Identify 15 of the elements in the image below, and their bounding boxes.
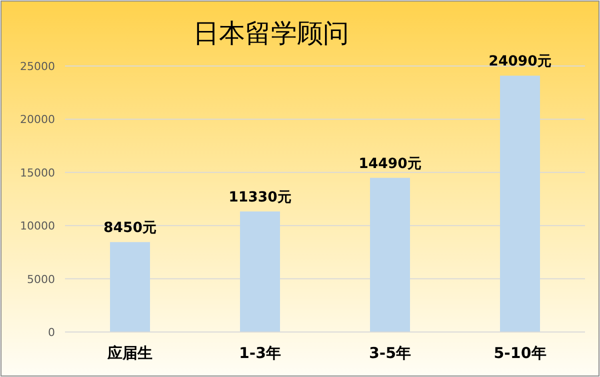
- y-tick-label: 0: [48, 326, 55, 339]
- x-tick-label: 3-5年: [368, 344, 412, 362]
- chart-title: 日本留学顾问: [193, 19, 349, 49]
- x-tick-label: 应届生: [106, 344, 152, 362]
- x-tick-label: 5-10年: [494, 344, 546, 362]
- y-tick-label: 15000: [20, 166, 55, 180]
- y-tick-label: 20000: [20, 113, 55, 126]
- y-tick-label: 5000: [27, 272, 55, 286]
- data-label: 8450元: [104, 220, 156, 236]
- y-tick-label: 10000: [20, 220, 55, 233]
- y-tick-label: 25000: [20, 60, 55, 73]
- x-tick-label: 1-3年: [238, 344, 282, 362]
- data-label: 14490元: [358, 156, 422, 172]
- data-label: 24090元: [488, 54, 552, 70]
- data-label: 11330元: [228, 189, 292, 206]
